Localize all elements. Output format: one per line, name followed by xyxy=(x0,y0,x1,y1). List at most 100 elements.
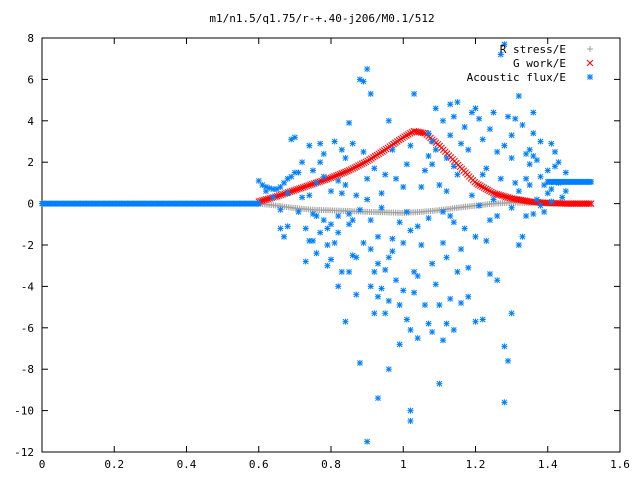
x-tick-label: 1 xyxy=(400,458,407,471)
data-point xyxy=(502,193,510,201)
data-point xyxy=(307,181,314,189)
data-point xyxy=(294,185,301,193)
data-point xyxy=(555,179,562,186)
data-point xyxy=(526,161,533,168)
data-point xyxy=(432,146,439,153)
data-point xyxy=(447,101,454,108)
data-point xyxy=(400,184,407,191)
data-point xyxy=(385,254,392,261)
data-point xyxy=(364,196,371,203)
data-point xyxy=(308,180,316,188)
data-point xyxy=(335,177,342,184)
data-point xyxy=(262,188,269,195)
data-point xyxy=(436,380,443,387)
data-point xyxy=(353,291,360,298)
data-point xyxy=(277,225,284,232)
data-point xyxy=(476,182,484,190)
data-point xyxy=(403,316,410,323)
data-point xyxy=(360,148,367,155)
data-point xyxy=(414,335,421,342)
plot-area xyxy=(39,41,595,445)
data-point xyxy=(393,175,400,182)
data-point xyxy=(497,191,504,199)
data-point xyxy=(284,175,291,182)
data-point xyxy=(450,326,457,333)
data-point xyxy=(491,190,499,198)
data-point xyxy=(461,124,468,131)
data-point xyxy=(472,233,479,240)
data-point xyxy=(411,289,418,296)
data-point xyxy=(401,133,408,140)
data-point xyxy=(407,142,414,149)
data-point xyxy=(358,160,366,168)
data-point xyxy=(475,181,482,188)
data-point xyxy=(486,270,493,277)
data-point xyxy=(346,119,353,126)
data-point xyxy=(291,169,298,176)
data-point xyxy=(548,140,555,147)
data-point xyxy=(544,190,551,197)
data-point xyxy=(331,172,338,180)
data-point xyxy=(328,188,334,195)
data-point xyxy=(264,195,272,203)
data-point xyxy=(378,204,385,211)
data-point xyxy=(480,184,488,192)
data-point xyxy=(473,180,480,187)
x-tick-label: 0.2 xyxy=(104,458,124,471)
data-point xyxy=(472,105,479,112)
data-point xyxy=(396,302,403,309)
data-point xyxy=(497,51,504,58)
data-point xyxy=(447,295,454,302)
data-point xyxy=(396,341,403,348)
data-point xyxy=(403,132,410,139)
data-point xyxy=(367,246,374,253)
data-point xyxy=(295,208,302,215)
data-point xyxy=(519,121,526,128)
data-point xyxy=(338,190,345,197)
data-point xyxy=(374,293,381,300)
data-point xyxy=(374,260,381,267)
x-axis: 0 0.2 0.4 0.6 0.8 1 1.2 1.4 1.6 xyxy=(39,38,630,471)
y-tick-label: 6 xyxy=(27,73,34,86)
legend-label: Acoustic flux/E xyxy=(467,71,566,84)
data-point xyxy=(320,150,327,157)
data-point xyxy=(378,285,385,292)
data-point xyxy=(454,171,461,178)
data-point xyxy=(443,188,450,195)
data-point xyxy=(353,192,360,199)
data-point xyxy=(476,202,483,209)
y-axis: -12 -10 -8 -6 -4 -2 0 2 4 6 8 xyxy=(14,32,620,459)
data-point xyxy=(443,155,450,162)
data-point xyxy=(340,169,348,176)
chart-title: m1/n1.5/q1.75/r-+.40-j206/M0.1/512 xyxy=(209,12,434,25)
data-point xyxy=(313,213,320,220)
data-point xyxy=(317,140,324,147)
data-point xyxy=(306,142,313,149)
data-point xyxy=(338,170,346,177)
data-point xyxy=(299,194,306,201)
data-point xyxy=(382,266,389,273)
data-point xyxy=(486,126,493,133)
data-point xyxy=(404,131,412,138)
data-point xyxy=(530,109,537,116)
data-point xyxy=(335,213,342,220)
data-point xyxy=(273,192,281,200)
data-point xyxy=(548,198,555,205)
x-tick-label: 1.2 xyxy=(466,458,486,471)
data-point xyxy=(349,165,357,172)
data-point xyxy=(479,316,486,323)
data-point xyxy=(406,130,414,137)
data-point xyxy=(504,194,512,201)
data-point xyxy=(418,242,425,248)
data-point xyxy=(299,159,306,166)
data-point xyxy=(297,184,305,192)
data-point xyxy=(396,219,403,226)
data-point xyxy=(335,283,342,290)
data-point xyxy=(277,191,285,199)
data-point xyxy=(508,310,515,317)
y-tick-label: 0 xyxy=(27,198,34,211)
y-tick-label: 2 xyxy=(27,156,34,169)
data-point xyxy=(497,175,504,182)
